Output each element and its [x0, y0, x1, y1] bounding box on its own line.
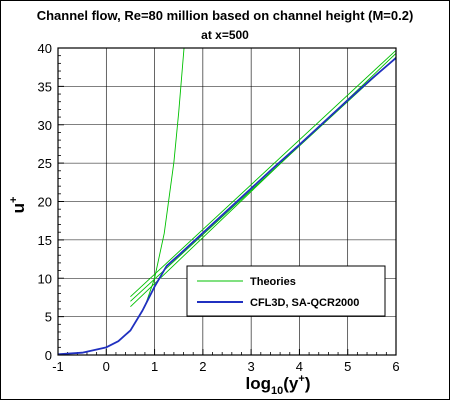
x-tick-label: 1	[151, 359, 158, 374]
x-axis-label-close: )	[305, 374, 311, 393]
x-axis-label-subscript: 10	[271, 385, 283, 397]
y-tick-label: 30	[38, 118, 52, 133]
x-tick-label: 4	[296, 359, 303, 374]
x-axis-label: log10(y+)	[246, 373, 311, 397]
theory-line-3	[130, 49, 396, 297]
y-tick-label: 40	[38, 41, 52, 56]
x-tick-label: 0	[103, 359, 110, 374]
y-tick-label: 35	[38, 79, 52, 94]
cfl3d-line	[58, 57, 396, 355]
x-tick-label: 6	[392, 359, 399, 374]
y-tick-label: 5	[45, 310, 52, 325]
y-tick-label: 25	[38, 156, 52, 171]
y-axis-label-base: u	[9, 203, 28, 213]
x-tick-label: 2	[199, 359, 206, 374]
y-axis-label-superscript: +	[8, 197, 20, 203]
x-axis-label-paren: (y	[283, 374, 299, 393]
series-layer	[58, 48, 396, 355]
theory-line-1	[130, 48, 185, 331]
x-tick-label: 5	[344, 359, 351, 374]
x-axis-label-base: log	[246, 374, 272, 393]
legend-label-theories: Theories	[250, 276, 296, 288]
legend: Theories CFL3D, SA-QCR2000	[186, 265, 386, 317]
x-tick-label: -1	[52, 359, 64, 374]
y-tick-label: 15	[38, 233, 52, 248]
y-tick-label: 10	[38, 271, 52, 286]
x-axis-label-superscript: +	[298, 373, 304, 385]
x-tick-label: 3	[248, 359, 255, 374]
theory-line-2	[130, 56, 396, 302]
y-tick-label: 0	[45, 348, 52, 363]
y-axis-label: u+	[8, 197, 28, 214]
plot-border	[57, 47, 397, 356]
chart-subtitle: at x=500	[201, 28, 249, 42]
y-tick-label: 20	[38, 195, 52, 210]
chart-title: Channel flow, Re=80 million based on cha…	[37, 8, 414, 23]
legend-box	[186, 265, 386, 317]
legend-label-cfl3d: CFL3D, SA-QCR2000	[250, 297, 359, 309]
